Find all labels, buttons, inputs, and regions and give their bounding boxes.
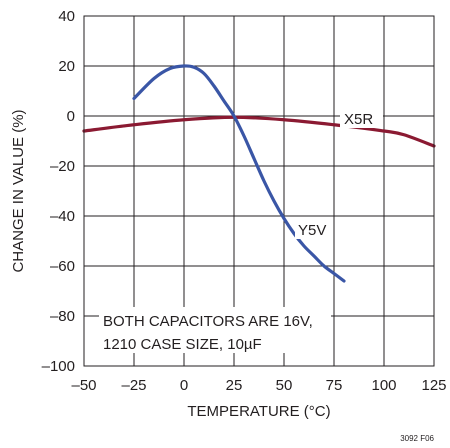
chart-annotation: BOTH CAPACITORS ARE 16V, 1210 CASE SIZE,… — [99, 307, 331, 353]
y-tick-label: –60 — [50, 258, 75, 275]
x5r-label-group: X5R — [340, 108, 383, 128]
x-tick-label: 125 — [421, 377, 446, 394]
plot-frame — [83, 15, 435, 367]
x5r-label-background — [340, 108, 383, 128]
annotation-line-1: BOTH CAPACITORS ARE 16V, — [103, 313, 313, 330]
x-tick-label: –50 — [71, 377, 96, 394]
x-tick-label: 25 — [226, 377, 243, 394]
x-tick-label: 100 — [371, 377, 396, 394]
x-tick-label: 50 — [276, 377, 293, 394]
tick-layer: –50 –25 0 25 50 75 100 125 40 20 0 –20 –40 –60 –80 –100 — [42, 8, 447, 394]
y-tick-label: 20 — [58, 58, 75, 75]
y5v-series-label: Y5V — [298, 222, 326, 239]
y-tick-label: –40 — [50, 208, 75, 225]
y-tick-label: –80 — [50, 308, 75, 325]
annotation-background — [99, 307, 331, 353]
x5r-series-label: X5R — [344, 111, 373, 128]
series-layer — [82, 64, 436, 283]
x5r-series-line — [82, 115, 436, 148]
y-tick-label: –20 — [50, 158, 75, 175]
y-tick-label: 40 — [58, 8, 75, 25]
y-tick-label: 0 — [67, 108, 75, 125]
y-tick-label: –100 — [42, 358, 75, 375]
figure-code: 3092 F06 — [400, 434, 434, 443]
annotation-line-2: 1210 CASE SIZE, 10µF — [103, 336, 262, 353]
x-tick-label: 75 — [326, 377, 343, 394]
y5v-series-line — [132, 64, 346, 283]
x-tick-label: –25 — [121, 377, 146, 394]
y5v-label-background — [295, 219, 333, 239]
y5v-label-group: Y5V — [295, 219, 333, 239]
x-tick-label: 0 — [180, 377, 188, 394]
y-axis-title: CHANGE IN VALUE (%) — [10, 109, 27, 272]
x-axis-title: TEMPERATURE (°C) — [187, 403, 330, 420]
